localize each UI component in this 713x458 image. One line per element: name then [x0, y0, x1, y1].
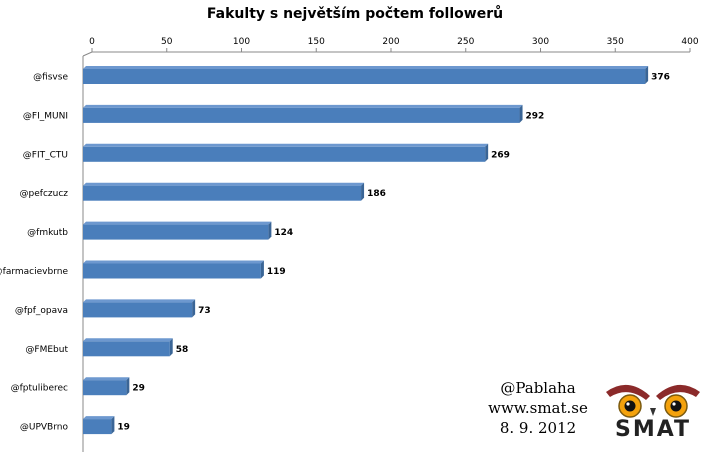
smat-owl-logo: SMAT: [606, 384, 700, 440]
x-tick-label: 300: [532, 37, 549, 47]
value-label: 19: [117, 423, 130, 433]
bar-group: [83, 104, 523, 123]
axis-corner: [82, 51, 93, 57]
category-label: @FMEbut: [25, 345, 68, 355]
bar-group: [83, 299, 196, 318]
category-label: @fptuliberec: [11, 384, 68, 394]
bar-side: [485, 143, 489, 162]
category-labels: @fisvse @FI_MUNI @FIT_CTU @pefczucz @fmkutb @…: [0, 73, 68, 433]
value-labels: 376 292 269 186 124 119 73 58 29 19: [117, 73, 670, 433]
x-tick-label: 100: [233, 37, 250, 47]
value-label: 124: [274, 228, 293, 238]
x-tick-label: 400: [681, 37, 698, 47]
bar-top: [83, 104, 523, 108]
bar: [83, 380, 127, 396]
bar-side: [260, 260, 264, 279]
value-label: 269: [491, 150, 510, 160]
credit-author: @Pablaha: [500, 379, 576, 397]
bar-side: [268, 221, 272, 240]
category-label: @FIT_CTU: [23, 150, 68, 160]
bar-side: [169, 338, 173, 357]
value-label: 119: [267, 267, 286, 277]
bar-top: [83, 260, 264, 264]
x-tick-label: 250: [457, 37, 474, 47]
bar-group: [83, 143, 489, 162]
bar-group: [83, 182, 365, 201]
bar: [83, 263, 261, 279]
bar-side: [645, 66, 649, 84]
x-axis-tick-labels: 0 50 100 150 200 250 300 350 400: [89, 37, 699, 47]
bar-group: [83, 338, 173, 357]
bar: [83, 302, 193, 318]
bar: [83, 224, 269, 240]
x-tick-label: 150: [308, 37, 325, 47]
x-tick-label: 50: [161, 37, 173, 47]
category-label: @fmkutb: [27, 228, 68, 238]
bar-top: [83, 143, 489, 147]
credit-block: @Pablaha www.smat.se 8. 9. 2012: [488, 378, 588, 438]
bar-side: [126, 377, 130, 396]
bar-group: [83, 260, 264, 279]
x-tick-label: 200: [382, 37, 399, 47]
bar-side: [519, 104, 523, 123]
bar-group: [83, 221, 272, 240]
value-label: 376: [651, 73, 670, 83]
bar: [83, 69, 646, 84]
category-label: @fisvse: [33, 73, 68, 83]
value-label: 29: [132, 384, 145, 394]
bar-group: [83, 66, 649, 84]
bar-top: [83, 416, 115, 420]
bar: [83, 107, 520, 123]
x-tick-label: 350: [607, 37, 624, 47]
bars: [83, 66, 649, 435]
value-label: 292: [526, 111, 545, 121]
bar-side: [111, 416, 115, 435]
bar-top: [83, 221, 272, 225]
bar: [83, 341, 170, 357]
bar-side: [361, 182, 365, 201]
credit-website: www.smat.se: [488, 399, 588, 417]
logo-text: SMAT: [615, 417, 691, 440]
bar-top: [83, 338, 173, 342]
bar-group: [83, 416, 115, 435]
bar: [83, 146, 486, 162]
bar-top: [83, 299, 196, 303]
value-label: 58: [176, 345, 189, 355]
bar-top: [83, 377, 130, 381]
bar-group: [83, 377, 130, 396]
category-label: @pefczucz: [20, 189, 69, 199]
value-label: 73: [198, 306, 211, 316]
category-label: @farmacievbrne: [0, 267, 68, 277]
bar-top: [83, 182, 365, 186]
bar-side: [192, 299, 196, 318]
bar-top: [83, 66, 649, 69]
credit-date: 8. 9. 2012: [499, 419, 577, 437]
bar: [83, 419, 112, 435]
category-label: @FI_MUNI: [23, 111, 68, 121]
chart-title: Fakulty s největším počtem followerů: [207, 5, 503, 22]
value-label: 186: [367, 189, 386, 199]
bar: [83, 185, 362, 201]
category-label: @UPVBrno: [20, 423, 69, 433]
x-tick-label: 0: [89, 37, 95, 47]
category-label: @fpf_opava: [15, 306, 68, 316]
